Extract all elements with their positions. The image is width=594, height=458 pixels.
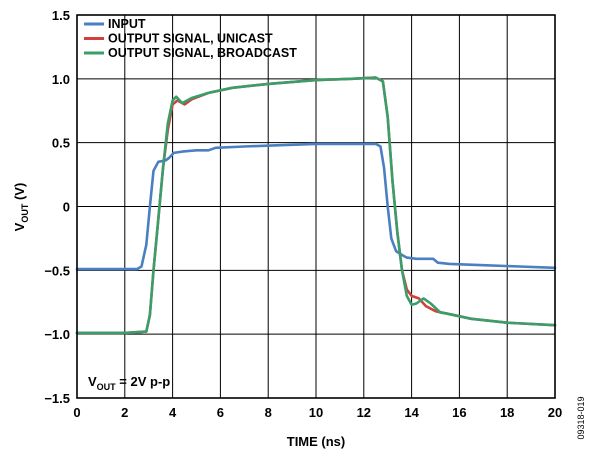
amplitude-annotation: VOUT = 2V p-p [88,374,170,392]
x-tick-label: 20 [548,405,562,420]
y-axis-title: VOUT (V) [12,183,30,232]
legend-label: OUTPUT SIGNAL, UNICAST [108,32,273,46]
x-tick-label: 16 [452,405,466,420]
x-tick-label: 0 [73,405,80,420]
x-tick-label: 10 [309,405,323,420]
annotation-rest: = 2V p-p [116,374,171,389]
y-tick-label: 1.0 [52,72,70,87]
x-tick-label: 14 [404,405,419,420]
y-axis-title-main: V [12,222,27,231]
legend-label: OUTPUT SIGNAL, BROADCAST [108,46,297,60]
annotation-subscript: OUT [97,382,117,392]
x-tick-label: 2 [121,405,128,420]
y-tick-label: −1.0 [44,327,70,342]
figure-id: 09318-019 [576,396,586,439]
y-tick-label: 1.5 [52,8,70,23]
y-tick-label: 0.5 [52,136,70,151]
x-axis-title: TIME (ns) [287,434,346,449]
y-axis-title-unit: (V) [12,183,27,204]
x-tick-label: 8 [265,405,272,420]
annotation-main: V [88,374,97,389]
x-tick-label: 12 [357,405,371,420]
y-tick-labels: 1.5 1.0 0.5 0 −0.5 −1.0 −1.5 [44,8,70,406]
x-tick-label: 4 [169,405,177,420]
y-axis-title-subscript: OUT [20,203,30,223]
series-line-3 [75,76,557,335]
y-tick-label: −0.5 [44,263,70,278]
y-tick-label: 0 [63,200,70,215]
series-line-1 [75,142,557,271]
series-lines [75,76,557,335]
x-tick-labels: 0 2 4 6 8 10 12 14 16 18 20 [73,405,562,420]
x-tick-label: 6 [217,405,224,420]
legend-label: INPUT [108,17,146,31]
x-tick-label: 18 [500,405,514,420]
y-tick-label: −1.5 [44,391,70,406]
plot-frame [76,14,556,399]
